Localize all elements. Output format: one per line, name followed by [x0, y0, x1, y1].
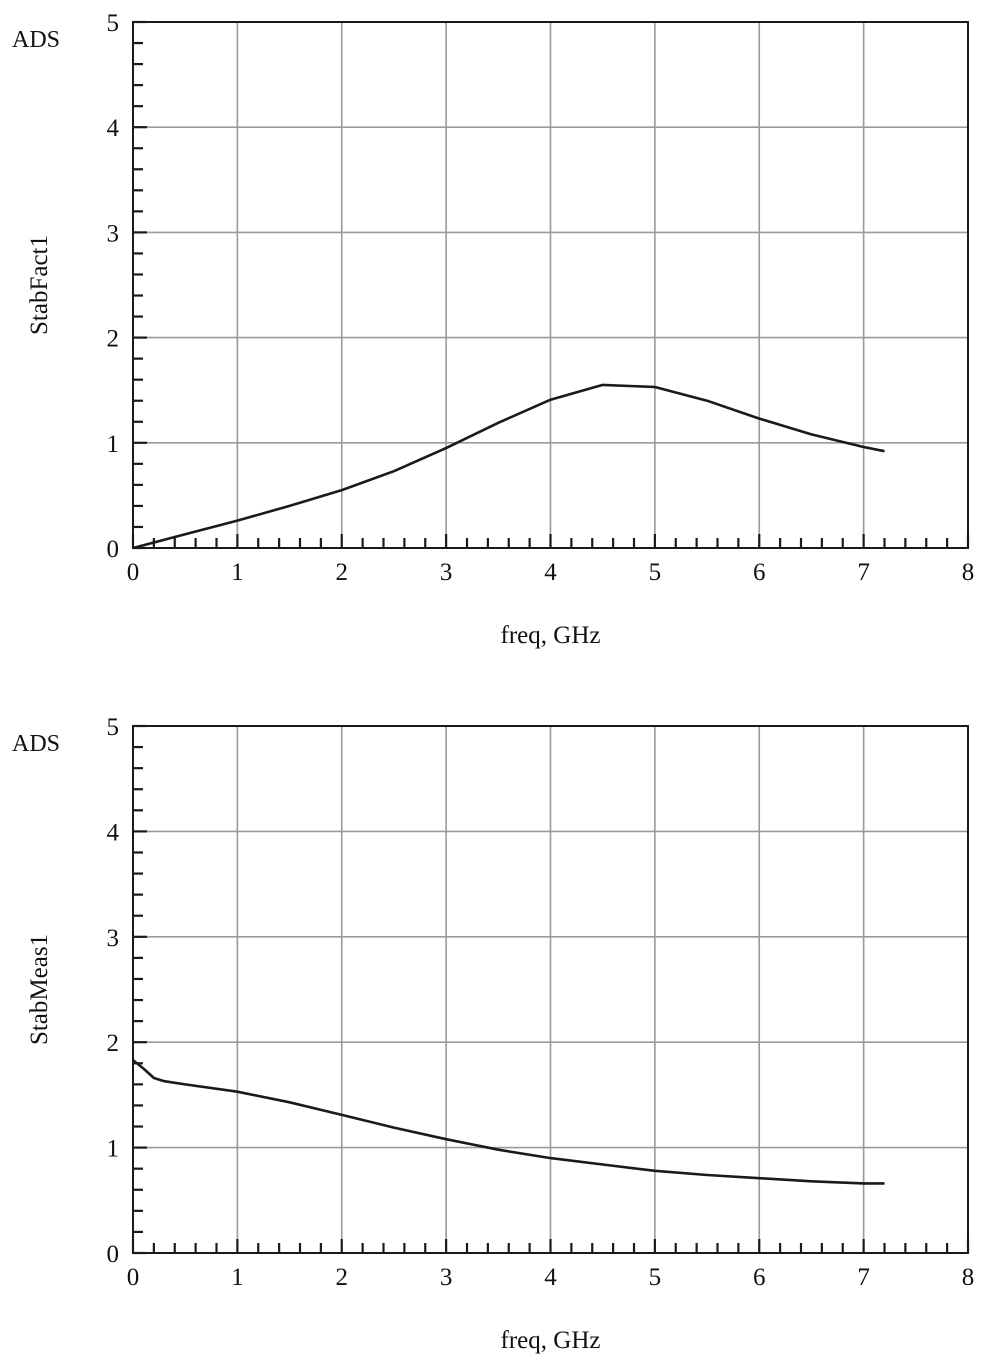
- x-tick-label: 7: [857, 1264, 870, 1291]
- x-tick-label: 4: [544, 1264, 557, 1291]
- y-tick-label: 2: [107, 1030, 120, 1057]
- series-line: [132, 383, 885, 550]
- y-tick-label: 5: [107, 714, 120, 741]
- x-tick-label: 5: [649, 559, 662, 586]
- y-tick-label: 3: [107, 220, 120, 247]
- series-layer: [132, 383, 885, 550]
- grid: [132, 725, 969, 1254]
- x-tick-labels: 0 1 2 3 4 5 6 7 8: [127, 559, 975, 586]
- x-tick-labels: 0 1 2 3 4 5 6 7 8: [127, 1264, 975, 1291]
- plot-frame: [132, 21, 969, 549]
- x-tick-label: 7: [857, 559, 870, 586]
- x-tick-label: 3: [440, 559, 453, 586]
- series-layer: [132, 1059, 885, 1185]
- x-tick-label: 4: [544, 559, 557, 586]
- stabfact-chart: 0 1 2 3 4 5 6 7 8 0 1 2 3 4 5 ADS freq, GHz StabFact1: [12, 10, 974, 649]
- x-axis-label: freq, GHz: [501, 622, 601, 649]
- x-tick-label: 5: [649, 1264, 662, 1291]
- plot-frame: [132, 725, 969, 1254]
- y-axis-label: StabFact1: [26, 235, 53, 335]
- x-axis-label: freq, GHz: [501, 1327, 601, 1354]
- y-tick-labels: 0 1 2 3 4 5: [107, 10, 120, 563]
- y-tick-label: 4: [107, 819, 120, 846]
- minor-ticks: [131, 20, 970, 550]
- y-tick-label: 0: [107, 536, 120, 563]
- x-tick-label: 2: [336, 1264, 349, 1291]
- y-tick-label: 0: [107, 1241, 120, 1268]
- x-tick-label: 3: [440, 1264, 453, 1291]
- x-tick-label: 6: [753, 559, 766, 586]
- y-axis-label: StabMeas1: [26, 934, 53, 1045]
- grid: [132, 21, 969, 549]
- y-tick-label: 1: [107, 1136, 120, 1163]
- y-tick-labels: 0 1 2 3 4 5: [107, 714, 120, 1268]
- x-tick-label: 1: [231, 1264, 244, 1291]
- x-tick-label: 8: [962, 1264, 975, 1291]
- stabmeas-chart: 0 1 2 3 4 5 6 7 8 0 1 2 3 4 5 ADS freq, GHz StabMeas1: [12, 714, 974, 1354]
- x-tick-label: 2: [336, 559, 349, 586]
- x-tick-label: 0: [127, 1264, 140, 1291]
- y-tick-label: 3: [107, 925, 120, 952]
- y-tick-label: 1: [107, 431, 120, 458]
- y-tick-label: 2: [107, 326, 120, 353]
- y-tick-label: 4: [107, 115, 120, 142]
- ads-watermark: ADS: [12, 27, 60, 53]
- x-tick-label: 6: [753, 1264, 766, 1291]
- ads-watermark: ADS: [12, 731, 60, 757]
- series-line: [132, 1059, 885, 1185]
- x-tick-label: 8: [962, 559, 975, 586]
- x-tick-label: 0: [127, 559, 140, 586]
- x-tick-label: 1: [231, 559, 244, 586]
- y-tick-label: 5: [107, 10, 120, 37]
